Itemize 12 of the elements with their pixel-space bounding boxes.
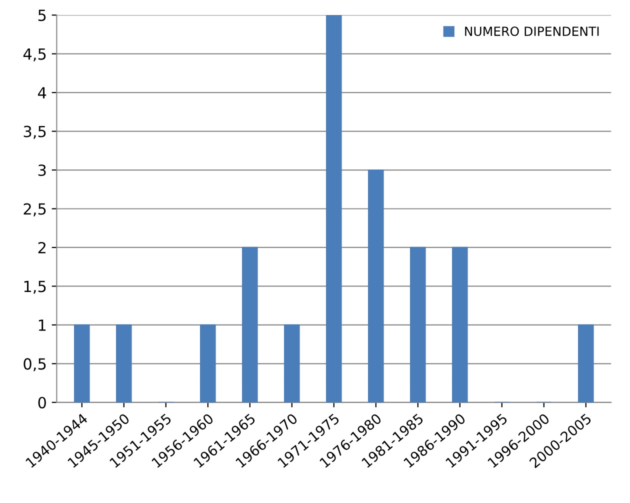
y-tick-label: 2,5 (24, 203, 46, 216)
y-tick-label: 4,5 (23, 48, 46, 62)
y-tick-label: 5 (38, 10, 46, 22)
y-tick-label: 0,5 (24, 358, 46, 372)
y-tick-label: 0 (38, 396, 46, 408)
y-tick-label: 3 (38, 164, 46, 176)
legend-label: NUMERO DIPENDENTI (465, 26, 599, 36)
y-tick-label: 1,5 (24, 280, 46, 294)
y-tick-label: 4 (38, 87, 46, 98)
y-tick-label: 2 (38, 242, 46, 254)
y-tick-label: 3,5 (24, 126, 46, 139)
y-tick-label: 1 (38, 320, 46, 331)
